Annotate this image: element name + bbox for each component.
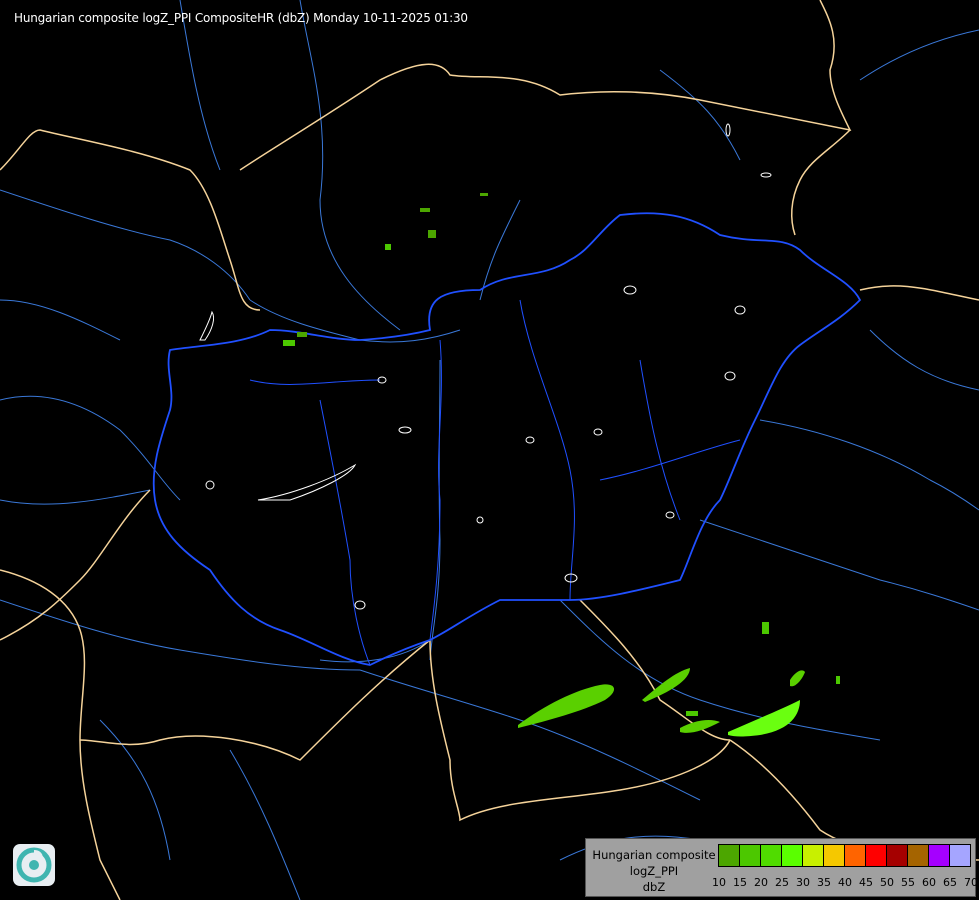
legend-label-line: dbZ (642, 880, 666, 894)
legend-tick-label: 40 (838, 876, 852, 889)
legend-tick-label: 50 (880, 876, 894, 889)
echo (420, 208, 430, 212)
echo (642, 668, 690, 702)
legend-tick-label: 30 (796, 876, 810, 889)
legend-color-bar (718, 844, 971, 867)
legend-swatch (782, 845, 803, 866)
echo (836, 676, 840, 684)
echo (762, 622, 769, 634)
echo (680, 720, 720, 733)
legend-ticks: 10 15 20 25 30 35 40 45 50 55 60 65 70 (710, 876, 978, 892)
precipitation-echoes (283, 193, 840, 737)
legend-swatch (803, 845, 824, 866)
legend-tick-label: 15 (733, 876, 747, 889)
legend-swatch (824, 845, 845, 866)
legend-swatch (761, 845, 782, 866)
swirl-logo-icon (16, 847, 52, 883)
internal-rivers (249, 299, 741, 666)
legend-tick-label: 70 (964, 876, 978, 889)
legend-tick-label: 25 (775, 876, 789, 889)
echo (283, 340, 295, 346)
legend-swatch (908, 845, 929, 866)
legend-swatch (719, 845, 740, 866)
legend-tick-label: 60 (922, 876, 936, 889)
legend-tick-label: 20 (754, 876, 768, 889)
legend-tick-label: 45 (859, 876, 873, 889)
legend-swatch (929, 845, 950, 866)
echo (385, 244, 391, 250)
echo (518, 684, 615, 728)
echo (790, 670, 805, 687)
legend-swatch (887, 845, 908, 866)
legend-tick-label: 55 (901, 876, 915, 889)
legend-tick-label: 10 (712, 876, 726, 889)
radar-service-logo (13, 844, 55, 886)
echo (297, 332, 307, 337)
map-title: Hungarian composite logZ_PPI CompositeHR… (14, 11, 468, 25)
echo (428, 230, 436, 238)
lake-outlines (199, 123, 772, 610)
legend-label-line: Hungarian composite (592, 848, 716, 862)
legend-label-line: logZ_PPI (629, 864, 679, 878)
legend-swatch (866, 845, 887, 866)
echo (480, 193, 488, 196)
legend-tick-label: 35 (817, 876, 831, 889)
legend-tick-label: 65 (943, 876, 957, 889)
color-legend: Hungarian composite logZ_PPI dbZ 10 15 20 2… (585, 838, 978, 897)
legend-swatch (845, 845, 866, 866)
echo (686, 711, 698, 716)
legend-swatch (740, 845, 761, 866)
legend-label: Hungarian composite logZ_PPI dbZ (586, 847, 722, 895)
legend-swatch (950, 845, 970, 866)
echo (728, 700, 800, 737)
hungary-border (152, 212, 862, 666)
